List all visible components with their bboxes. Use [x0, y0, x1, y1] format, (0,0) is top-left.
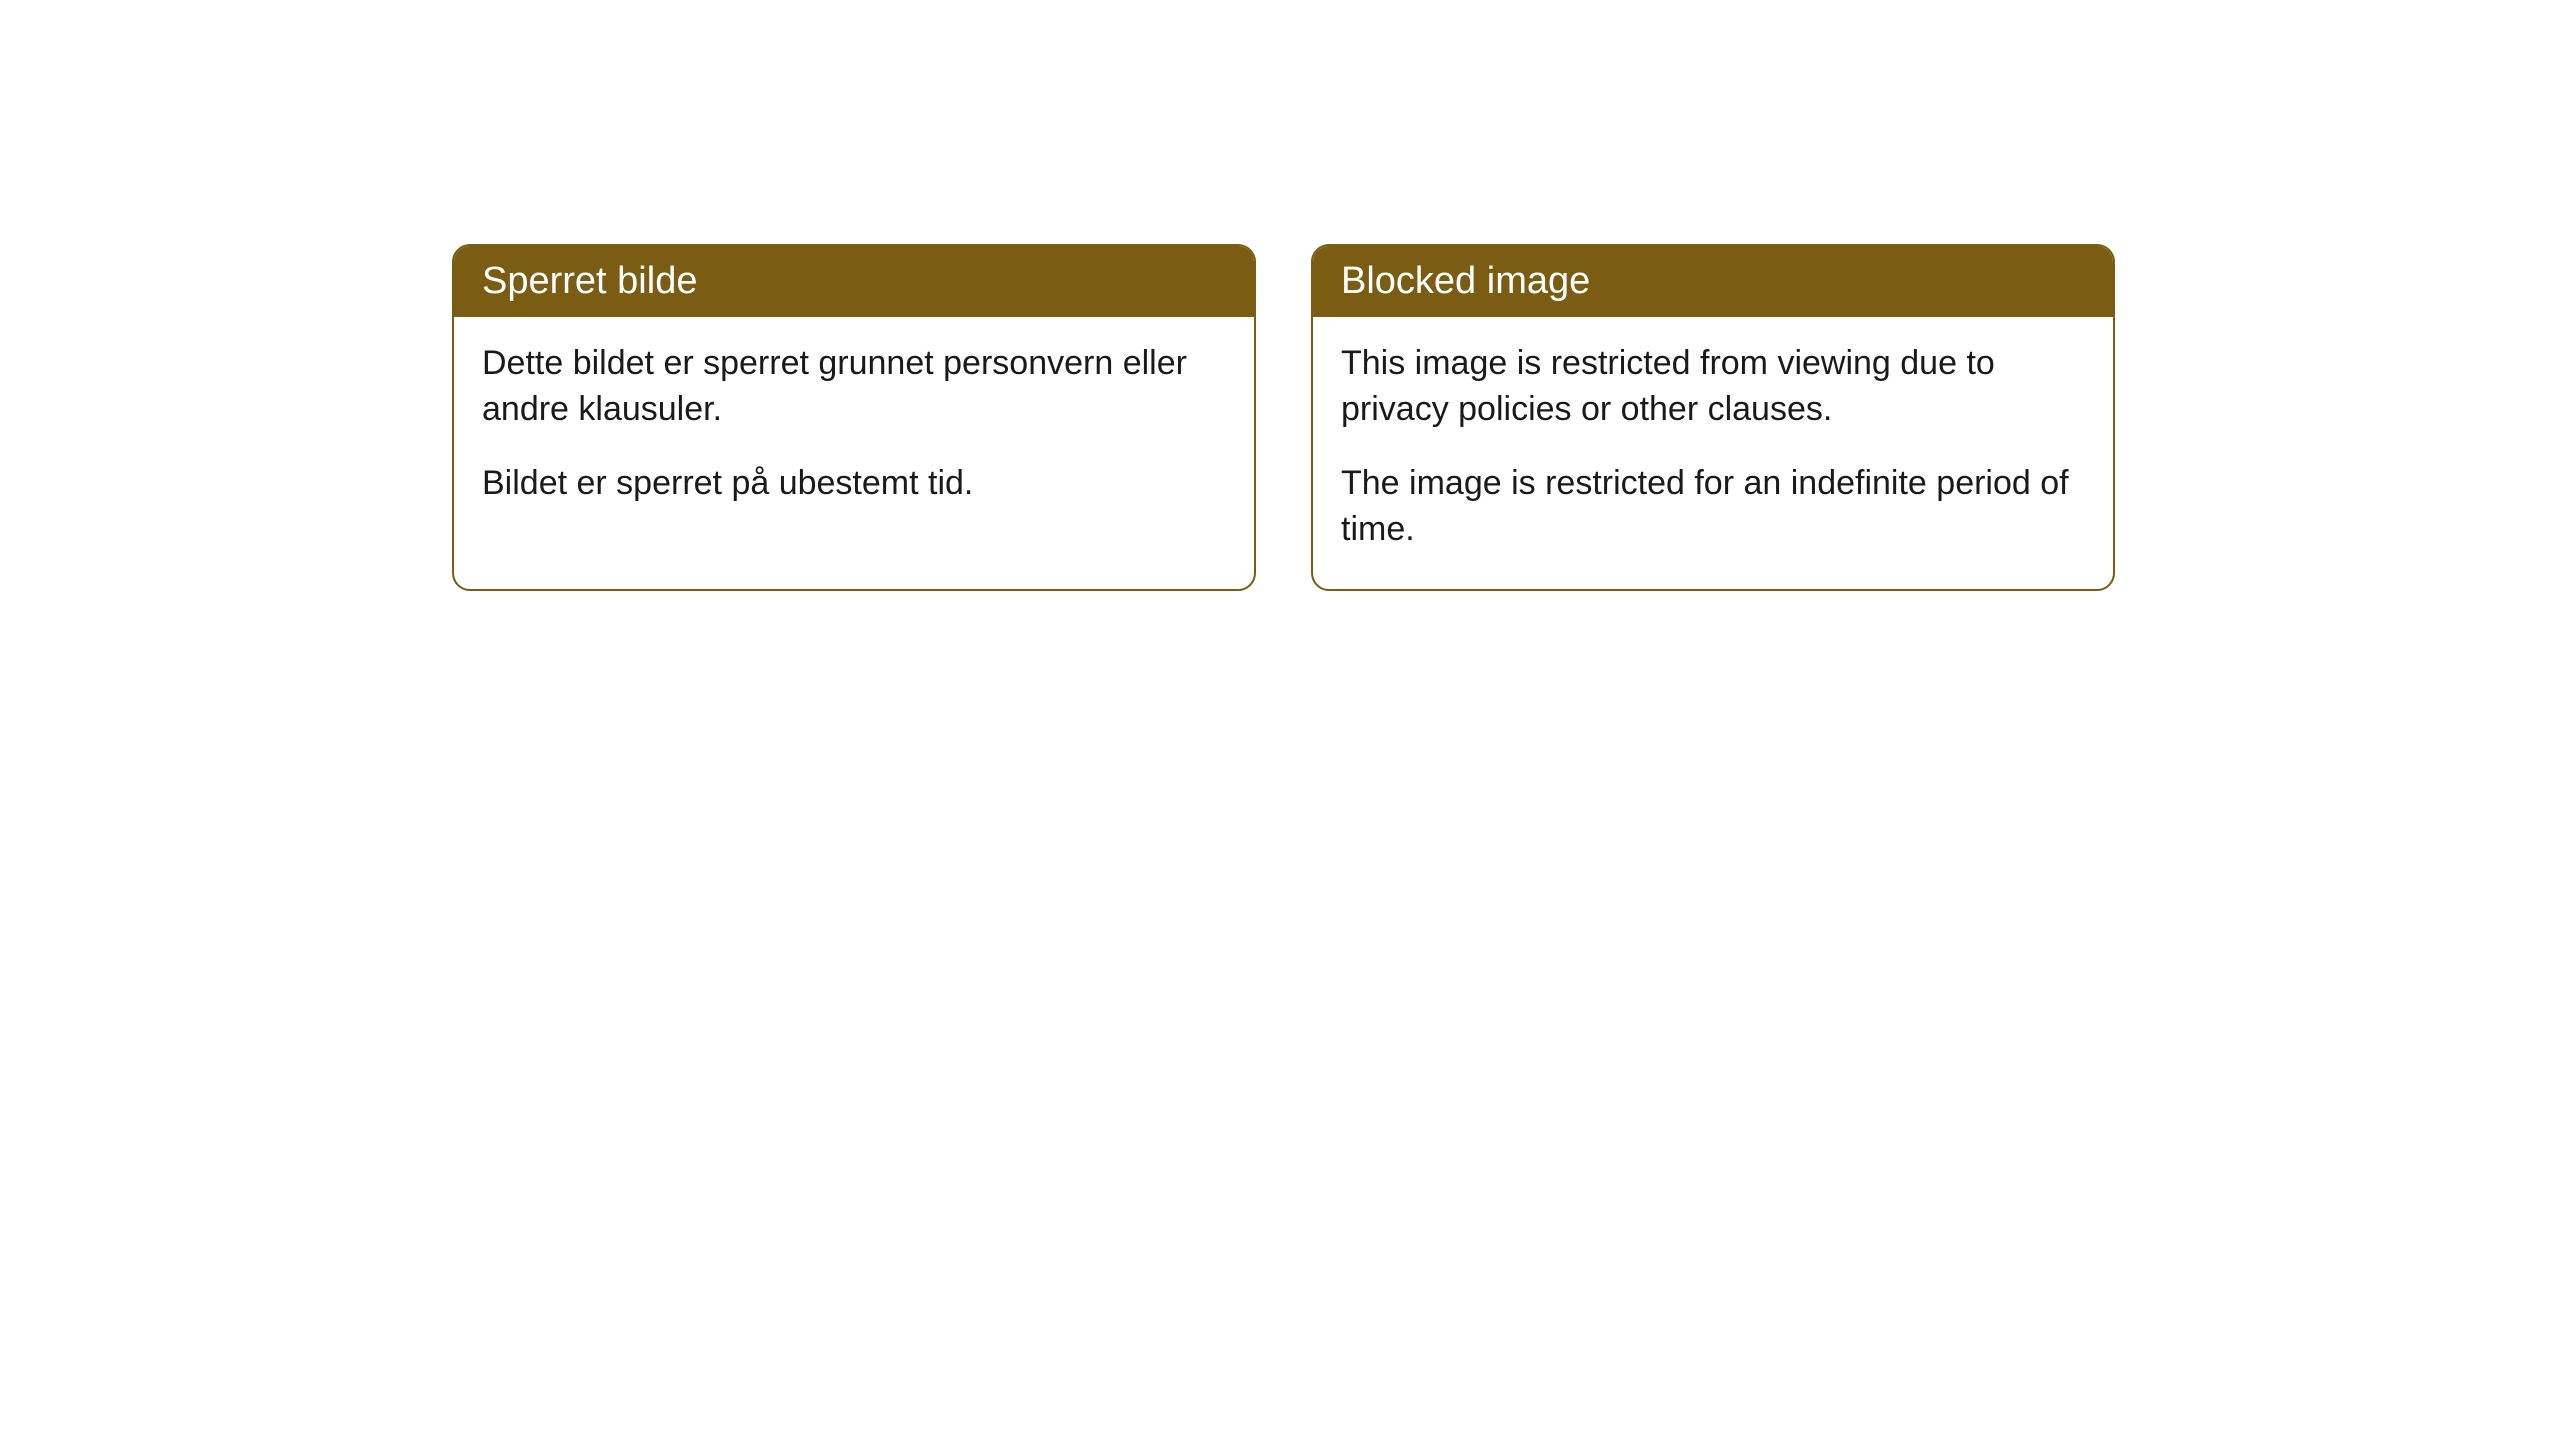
card-title: Sperret bilde [482, 260, 697, 302]
notice-card-norwegian: Sperret bilde Dette bildet er sperret gr… [452, 244, 1256, 591]
card-paragraph: Bildet er sperret på ubestemt tid. [482, 461, 1226, 507]
notice-card-english: Blocked image This image is restricted f… [1311, 244, 2115, 591]
card-paragraph: Dette bildet er sperret grunnet personve… [482, 341, 1226, 433]
notice-container: Sperret bilde Dette bildet er sperret gr… [0, 0, 2560, 591]
card-paragraph: The image is restricted for an indefinit… [1341, 461, 2085, 553]
card-body: Dette bildet er sperret grunnet personve… [454, 317, 1254, 543]
card-header: Blocked image [1313, 246, 2113, 317]
card-paragraph: This image is restricted from viewing du… [1341, 341, 2085, 433]
card-body: This image is restricted from viewing du… [1313, 317, 2113, 589]
card-title: Blocked image [1341, 260, 1590, 302]
card-header: Sperret bilde [454, 246, 1254, 317]
